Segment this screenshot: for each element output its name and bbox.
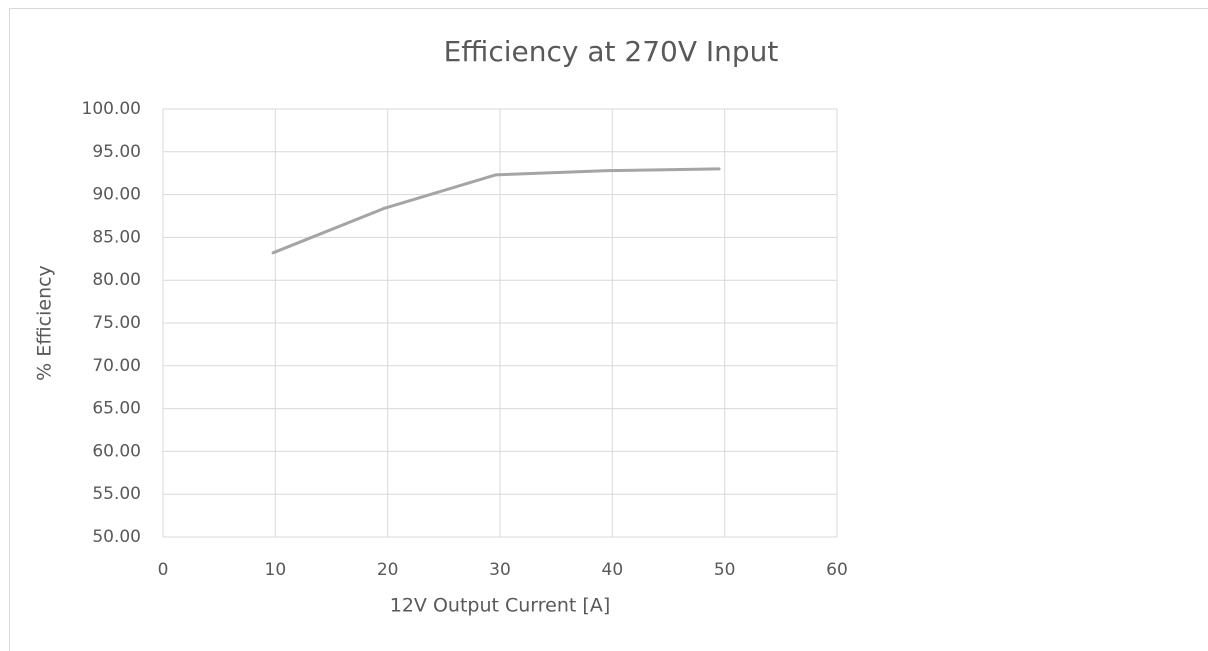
y-tick-label: 70.00 (92, 356, 141, 376)
data-line (271, 167, 721, 255)
x-tick-label: 20 (377, 560, 399, 580)
y-tick-label: 50.00 (92, 527, 141, 547)
x-tick-label: 40 (602, 560, 624, 580)
chart-border (9, 8, 1208, 651)
y-tick-label: 95.00 (92, 142, 141, 162)
y-tick-label: 100.00 (82, 99, 141, 119)
y-tick-label: 65.00 (92, 399, 141, 419)
y-tick-label: 85.00 (92, 227, 141, 247)
y-tick-label: 80.00 (92, 270, 141, 290)
y-tick-label: 75.00 (92, 313, 141, 333)
y-tick-label: 90.00 (92, 185, 141, 205)
y-axis-title: % Efficiency (34, 265, 56, 381)
x-tick-label: 10 (265, 560, 287, 580)
chart-title: Efficiency at 270V Input (444, 35, 779, 68)
x-tick-label: 30 (489, 560, 511, 580)
x-tick-label: 50 (714, 560, 736, 580)
x-tick-label: 0 (158, 560, 169, 580)
x-axis-title: 12V Output Current [A] (390, 595, 610, 617)
y-tick-label: 55.00 (92, 484, 141, 504)
x-tick-label: 60 (826, 560, 848, 580)
y-tick-label: 60.00 (92, 441, 141, 461)
